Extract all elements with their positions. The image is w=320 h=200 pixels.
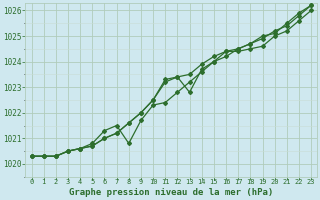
X-axis label: Graphe pression niveau de la mer (hPa): Graphe pression niveau de la mer (hPa): [69, 188, 274, 197]
